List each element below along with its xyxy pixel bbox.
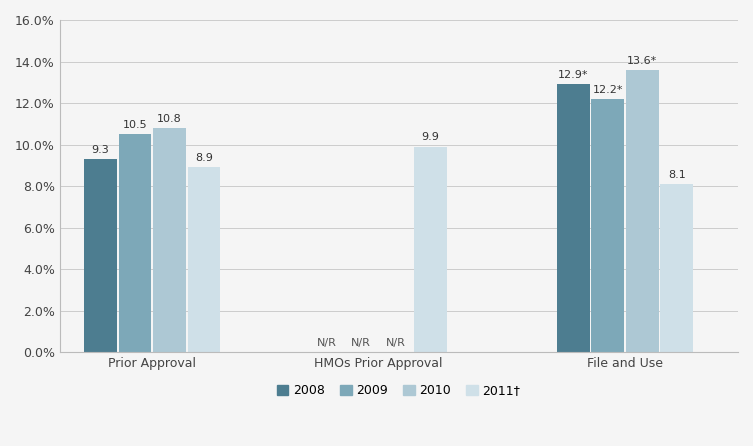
- Text: 10.5: 10.5: [123, 120, 148, 130]
- Bar: [413, 147, 447, 352]
- Bar: [591, 99, 624, 352]
- Bar: [660, 184, 694, 352]
- Bar: [118, 134, 151, 352]
- Text: 9.9: 9.9: [421, 132, 439, 142]
- Bar: [556, 84, 590, 352]
- Text: 9.3: 9.3: [92, 145, 109, 155]
- Text: 13.6*: 13.6*: [627, 56, 657, 66]
- Text: 12.9*: 12.9*: [558, 70, 588, 80]
- Bar: [153, 128, 186, 352]
- Text: 8.1: 8.1: [668, 170, 686, 180]
- Legend: 2008, 2009, 2010, 2011†: 2008, 2009, 2010, 2011†: [272, 379, 526, 402]
- Text: N/R: N/R: [351, 338, 371, 348]
- Text: N/R: N/R: [386, 338, 406, 348]
- Text: 10.8: 10.8: [157, 114, 182, 124]
- Bar: [84, 159, 117, 352]
- Text: 8.9: 8.9: [195, 153, 213, 163]
- Bar: [626, 70, 659, 352]
- Text: 12.2*: 12.2*: [593, 85, 623, 95]
- Bar: [187, 167, 221, 352]
- Text: N/R: N/R: [316, 338, 337, 348]
